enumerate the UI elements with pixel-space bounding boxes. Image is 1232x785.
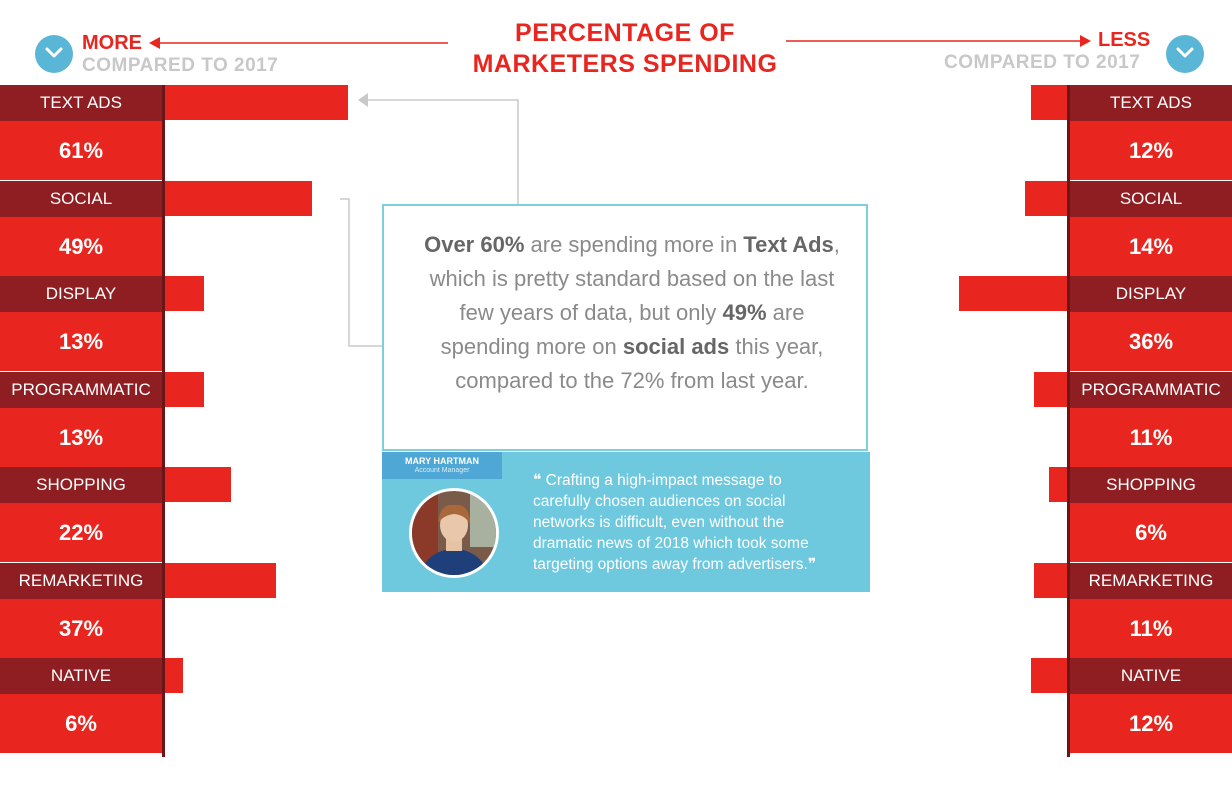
callout-bold-2: Text Ads xyxy=(743,232,834,257)
more-category-native: NATIVE xyxy=(0,658,162,694)
title-line-2: MARKETERS SPENDING xyxy=(472,50,778,78)
more-sub-label: COMPARED TO 2017 xyxy=(82,55,279,76)
more-category-social: SOCIAL xyxy=(0,181,162,217)
title-line-1: PERCENTAGE OF xyxy=(515,19,735,47)
callout-text-1: are spending more in xyxy=(524,232,744,257)
less-bar-shopping xyxy=(1049,467,1067,502)
more-value-remarketing: 37% xyxy=(0,599,162,658)
more-bar-shopping xyxy=(165,467,231,502)
more-category-shopping: SHOPPING xyxy=(0,467,162,503)
more-bar-display xyxy=(165,276,204,311)
less-bar-programmatic xyxy=(1034,372,1067,407)
less-category-native: NATIVE xyxy=(1070,658,1232,694)
more-value-native: 6% xyxy=(0,694,162,753)
less-category-social: SOCIAL xyxy=(1070,181,1232,217)
less-bar-remarketing xyxy=(1034,563,1067,598)
avatar xyxy=(409,488,499,578)
name-tag xyxy=(382,452,502,479)
less-bar-text-ads xyxy=(1031,85,1067,120)
less-value-social: 14% xyxy=(1070,217,1232,276)
callout-text: Over 60% are spending more in Text Ads, … xyxy=(420,228,844,398)
more-category-display: DISPLAY xyxy=(0,276,162,312)
less-category-shopping: SHOPPING xyxy=(1070,467,1232,503)
quote-body: Crafting a high-impact message to carefu… xyxy=(533,472,809,573)
more-category-remarketing: REMARKETING xyxy=(0,563,162,599)
open-quote-icon: ❝ xyxy=(533,472,546,489)
more-arrow xyxy=(149,37,448,49)
more-bar-remarketing xyxy=(165,563,276,598)
more-bar-social xyxy=(165,181,312,216)
less-value-programmatic: 11% xyxy=(1070,408,1232,467)
quote-text: ❝ Crafting a high-impact message to care… xyxy=(533,470,843,575)
quote-author-name: MARY HARTMAN xyxy=(405,456,479,466)
less-bar-social xyxy=(1025,181,1067,216)
less-value-native: 12% xyxy=(1070,694,1232,753)
less-category-programmatic: PROGRAMMATIC xyxy=(1070,372,1232,408)
less-category-text-ads: TEXT ADS xyxy=(1070,85,1232,121)
less-category-remarketing: REMARKETING xyxy=(1070,563,1232,599)
close-quote-icon: ❞ xyxy=(807,556,817,573)
callout-box xyxy=(382,204,868,451)
more-label: MORE xyxy=(82,32,142,54)
less-value-shopping: 6% xyxy=(1070,503,1232,562)
less-bar-native xyxy=(1031,658,1067,693)
less-bar-display xyxy=(959,276,1067,311)
more-value-social: 49% xyxy=(0,217,162,276)
less-value-display: 36% xyxy=(1070,312,1232,371)
more-category-text-ads: TEXT ADS xyxy=(0,85,162,121)
quote-author-role: Account Manager xyxy=(414,467,470,474)
callout-text-2: , which is pretty standard based on the … xyxy=(429,232,840,325)
less-value-remarketing: 11% xyxy=(1070,599,1232,658)
right-column-edge xyxy=(1067,85,1070,757)
less-sub-label: COMPARED TO 2017 xyxy=(944,52,1141,73)
callout-text-4: this year, compared to the 72% from last… xyxy=(455,334,824,393)
more-bar-text-ads xyxy=(165,85,348,120)
more-value-display: 13% xyxy=(0,312,162,371)
less-arrow xyxy=(786,35,1091,47)
left-column-edge xyxy=(162,85,165,757)
less-category-display: DISPLAY xyxy=(1070,276,1232,312)
less-value-text-ads: 12% xyxy=(1070,121,1232,180)
chart-title: PERCENTAGE OF MARKETERS SPENDING xyxy=(420,18,830,80)
callout-text-3: are spending more on xyxy=(440,300,805,359)
more-bar-native xyxy=(165,658,183,693)
more-value-programmatic: 13% xyxy=(0,408,162,467)
less-label: LESS xyxy=(1098,29,1151,51)
more-value-text-ads: 61% xyxy=(0,121,162,180)
callout-bold-4: social ads xyxy=(622,334,730,359)
more-value-shopping: 22% xyxy=(0,503,162,562)
less-chevron-down-icon xyxy=(1166,35,1204,73)
more-category-programmatic: PROGRAMMATIC xyxy=(0,372,162,408)
more-bar-programmatic xyxy=(165,372,204,407)
callout-bold-1: Over 60% xyxy=(424,232,525,257)
callout-bold-3: 49% xyxy=(722,300,767,325)
more-chevron-down-icon xyxy=(35,35,73,73)
